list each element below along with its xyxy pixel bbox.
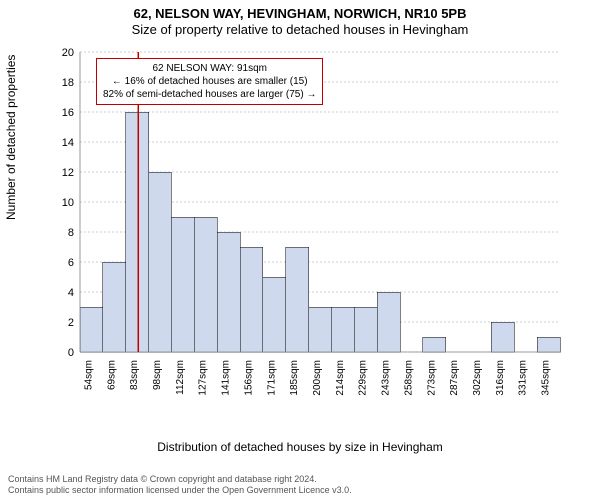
svg-text:258sqm: 258sqm bbox=[403, 360, 414, 396]
svg-text:287sqm: 287sqm bbox=[449, 360, 460, 396]
svg-text:185sqm: 185sqm bbox=[289, 360, 300, 396]
svg-text:4: 4 bbox=[68, 287, 74, 299]
svg-text:156sqm: 156sqm bbox=[243, 360, 254, 396]
svg-text:200sqm: 200sqm bbox=[312, 360, 323, 396]
svg-text:345sqm: 345sqm bbox=[541, 360, 552, 396]
footer-attribution: Contains HM Land Registry data © Crown c… bbox=[8, 474, 592, 497]
svg-text:302sqm: 302sqm bbox=[472, 360, 483, 396]
svg-text:316sqm: 316sqm bbox=[495, 360, 506, 396]
svg-text:69sqm: 69sqm bbox=[106, 360, 117, 390]
svg-text:8: 8 bbox=[68, 227, 74, 239]
chart-title: 62, NELSON WAY, HEVINGHAM, NORWICH, NR10… bbox=[0, 0, 600, 21]
svg-text:273sqm: 273sqm bbox=[426, 360, 437, 396]
svg-text:141sqm: 141sqm bbox=[221, 360, 232, 396]
svg-text:83sqm: 83sqm bbox=[129, 360, 140, 390]
svg-text:331sqm: 331sqm bbox=[518, 360, 529, 396]
footer-line: Contains HM Land Registry data © Crown c… bbox=[8, 474, 592, 485]
svg-text:243sqm: 243sqm bbox=[381, 360, 392, 396]
svg-text:6: 6 bbox=[68, 257, 74, 269]
svg-text:0: 0 bbox=[68, 347, 74, 359]
svg-text:14: 14 bbox=[62, 137, 74, 149]
footer-line: Contains public sector information licen… bbox=[8, 485, 592, 496]
callout-line: 62 NELSON WAY: 91sqm bbox=[103, 62, 316, 75]
x-axis-label: Distribution of detached houses by size … bbox=[0, 440, 600, 454]
svg-text:214sqm: 214sqm bbox=[335, 360, 346, 396]
svg-text:18: 18 bbox=[62, 77, 74, 89]
highlight-callout: 62 NELSON WAY: 91sqm ← 16% of detached h… bbox=[96, 58, 323, 105]
svg-text:20: 20 bbox=[62, 47, 74, 59]
y-axis-label: Number of detached properties bbox=[4, 55, 18, 220]
callout-line: ← 16% of detached houses are smaller (15… bbox=[103, 75, 316, 88]
chart-subtitle: Size of property relative to detached ho… bbox=[0, 21, 600, 37]
svg-text:10: 10 bbox=[62, 197, 74, 209]
svg-text:54sqm: 54sqm bbox=[83, 360, 94, 390]
svg-text:229sqm: 229sqm bbox=[358, 360, 369, 396]
callout-line: 82% of semi-detached houses are larger (… bbox=[103, 88, 316, 101]
svg-text:16: 16 bbox=[62, 107, 74, 119]
svg-text:12: 12 bbox=[62, 167, 74, 179]
svg-text:127sqm: 127sqm bbox=[198, 360, 209, 396]
svg-text:171sqm: 171sqm bbox=[266, 360, 277, 396]
svg-text:98sqm: 98sqm bbox=[152, 360, 163, 390]
svg-text:112sqm: 112sqm bbox=[175, 360, 186, 395]
svg-text:2: 2 bbox=[68, 317, 74, 329]
